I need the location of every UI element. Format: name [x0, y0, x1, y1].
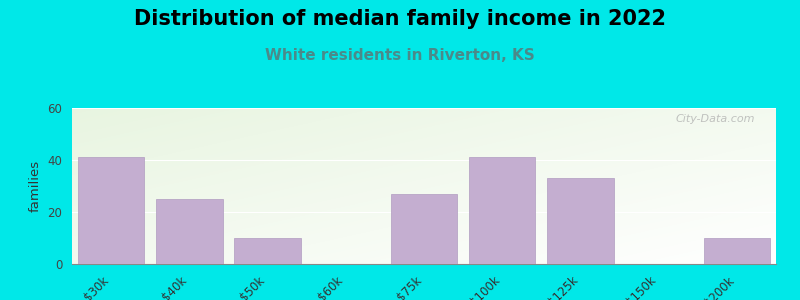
- Bar: [78, 158, 144, 264]
- Y-axis label: families: families: [29, 160, 42, 212]
- Text: Distribution of median family income in 2022: Distribution of median family income in …: [134, 9, 666, 29]
- Text: White residents in Riverton, KS: White residents in Riverton, KS: [265, 48, 535, 63]
- Bar: [390, 194, 458, 264]
- Bar: [704, 238, 770, 264]
- Bar: [234, 238, 301, 264]
- Bar: [547, 178, 614, 264]
- Text: City-Data.com: City-Data.com: [675, 114, 755, 124]
- Bar: [469, 158, 535, 264]
- Bar: [156, 199, 222, 264]
